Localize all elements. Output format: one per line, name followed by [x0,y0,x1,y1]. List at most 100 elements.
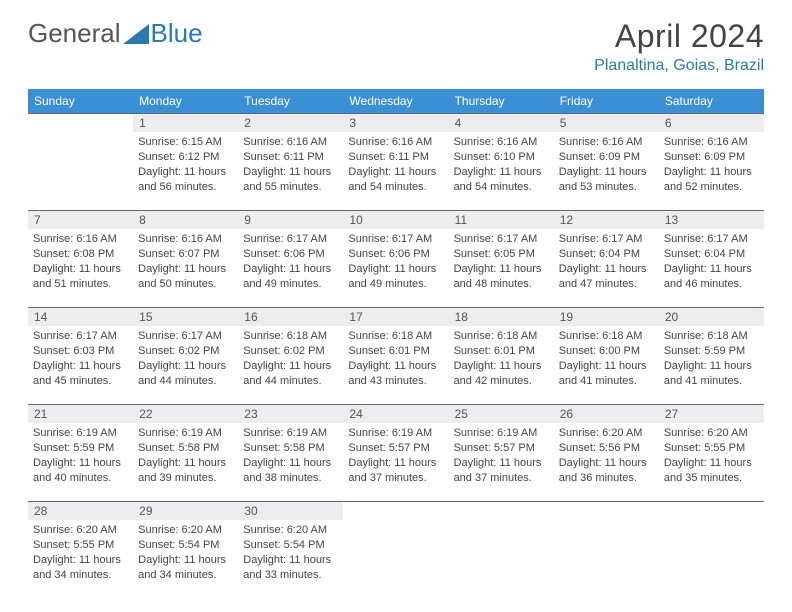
sunset-text: Sunset: 6:06 PM [348,247,443,262]
day-cell: Sunrise: 6:16 AMSunset: 6:09 PMDaylight:… [659,132,764,210]
sunrise-text: Sunrise: 6:17 AM [664,232,759,247]
sunrise-text: Sunrise: 6:17 AM [243,232,338,247]
sunset-text: Sunset: 5:57 PM [348,441,443,456]
daylight2-text: and 34 minutes. [138,568,233,583]
day-number-cell: 14 [28,308,133,326]
dow-cell: Wednesday [343,89,448,113]
day-number-cell: 16 [238,308,343,326]
sunset-text: Sunset: 5:57 PM [454,441,549,456]
daylight2-text: and 46 minutes. [664,277,759,292]
day-cell [28,132,133,210]
daylight1-text: Daylight: 11 hours [454,165,549,180]
sunset-text: Sunset: 5:58 PM [138,441,233,456]
day-cell: Sunrise: 6:16 AMSunset: 6:09 PMDaylight:… [554,132,659,210]
day-cell: Sunrise: 6:15 AMSunset: 6:12 PMDaylight:… [133,132,238,210]
day-number-cell [449,502,554,520]
day-number-cell: 17 [343,308,448,326]
sunrise-text: Sunrise: 6:19 AM [454,426,549,441]
day-cell [659,520,764,598]
daylight1-text: Daylight: 11 hours [348,359,443,374]
sunrise-text: Sunrise: 6:16 AM [454,135,549,150]
day-cell: Sunrise: 6:17 AMSunset: 6:02 PMDaylight:… [133,326,238,404]
daylight2-text: and 44 minutes. [138,374,233,389]
daylight1-text: Daylight: 11 hours [138,262,233,277]
day-cell: Sunrise: 6:17 AMSunset: 6:03 PMDaylight:… [28,326,133,404]
day-cell: Sunrise: 6:19 AMSunset: 5:58 PMDaylight:… [238,423,343,501]
daylight1-text: Daylight: 11 hours [664,359,759,374]
logo: General Blue [28,18,203,49]
day-cell: Sunrise: 6:16 AMSunset: 6:07 PMDaylight:… [133,229,238,307]
day-number-cell: 2 [238,114,343,132]
daylight2-text: and 47 minutes. [559,277,654,292]
sunset-text: Sunset: 5:55 PM [664,441,759,456]
daylight2-text: and 56 minutes. [138,180,233,195]
day-cell: Sunrise: 6:19 AMSunset: 5:59 PMDaylight:… [28,423,133,501]
daylight1-text: Daylight: 11 hours [664,456,759,471]
sunrise-text: Sunrise: 6:19 AM [348,426,443,441]
sunset-text: Sunset: 5:54 PM [243,538,338,553]
daylight1-text: Daylight: 11 hours [348,456,443,471]
sunrise-text: Sunrise: 6:16 AM [559,135,654,150]
sunset-text: Sunset: 6:09 PM [664,150,759,165]
day-number-cell: 12 [554,211,659,229]
daylight2-text: and 44 minutes. [243,374,338,389]
daylight1-text: Daylight: 11 hours [33,359,128,374]
sunrise-text: Sunrise: 6:17 AM [138,329,233,344]
sunrise-text: Sunrise: 6:16 AM [33,232,128,247]
day-cell: Sunrise: 6:20 AMSunset: 5:54 PMDaylight:… [238,520,343,598]
sunrise-text: Sunrise: 6:19 AM [33,426,128,441]
day-number-cell: 26 [554,405,659,423]
day-number-cell [554,502,659,520]
daylight1-text: Daylight: 11 hours [454,359,549,374]
sunset-text: Sunset: 6:11 PM [243,150,338,165]
day-number-cell: 25 [449,405,554,423]
daylight2-text: and 41 minutes. [559,374,654,389]
sunset-text: Sunset: 5:55 PM [33,538,128,553]
sunset-text: Sunset: 5:59 PM [33,441,128,456]
daylight2-text: and 55 minutes. [243,180,338,195]
dow-cell: Thursday [449,89,554,113]
sunrise-text: Sunrise: 6:18 AM [664,329,759,344]
day-number-row: 21222324252627 [28,404,764,423]
sunset-text: Sunset: 6:09 PM [559,150,654,165]
sunset-text: Sunset: 6:03 PM [33,344,128,359]
daylight1-text: Daylight: 11 hours [33,262,128,277]
day-number-cell: 13 [659,211,764,229]
daylight2-text: and 50 minutes. [138,277,233,292]
sunset-text: Sunset: 6:05 PM [454,247,549,262]
daylight1-text: Daylight: 11 hours [138,165,233,180]
day-cell: Sunrise: 6:20 AMSunset: 5:54 PMDaylight:… [133,520,238,598]
calendar: SundayMondayTuesdayWednesdayThursdayFrid… [28,89,764,598]
day-cell: Sunrise: 6:20 AMSunset: 5:55 PMDaylight:… [28,520,133,598]
dow-cell: Tuesday [238,89,343,113]
sunset-text: Sunset: 6:11 PM [348,150,443,165]
daylight1-text: Daylight: 11 hours [664,165,759,180]
daylight1-text: Daylight: 11 hours [559,165,654,180]
logo-triangle-icon [123,24,149,44]
daylight1-text: Daylight: 11 hours [243,553,338,568]
day-cell: Sunrise: 6:16 AMSunset: 6:11 PMDaylight:… [343,132,448,210]
sunrise-text: Sunrise: 6:18 AM [243,329,338,344]
daylight2-text: and 43 minutes. [348,374,443,389]
daylight2-text: and 51 minutes. [33,277,128,292]
day-number-cell: 9 [238,211,343,229]
sunset-text: Sunset: 6:01 PM [348,344,443,359]
sunrise-text: Sunrise: 6:19 AM [243,426,338,441]
dow-cell: Monday [133,89,238,113]
day-cell: Sunrise: 6:18 AMSunset: 6:00 PMDaylight:… [554,326,659,404]
day-cell [554,520,659,598]
sunset-text: Sunset: 6:02 PM [138,344,233,359]
day-number-cell: 3 [343,114,448,132]
day-cell: Sunrise: 6:17 AMSunset: 6:05 PMDaylight:… [449,229,554,307]
weeks-container: 123456Sunrise: 6:15 AMSunset: 6:12 PMDay… [28,113,764,598]
sunset-text: Sunset: 6:04 PM [664,247,759,262]
location-text: Planaltina, Goias, Brazil [594,57,764,75]
daylight1-text: Daylight: 11 hours [138,456,233,471]
day-number-cell: 7 [28,211,133,229]
day-number-cell: 21 [28,405,133,423]
day-number-row: 78910111213 [28,210,764,229]
sunrise-text: Sunrise: 6:20 AM [664,426,759,441]
day-cell: Sunrise: 6:16 AMSunset: 6:11 PMDaylight:… [238,132,343,210]
daylight1-text: Daylight: 11 hours [559,262,654,277]
day-number-cell: 11 [449,211,554,229]
